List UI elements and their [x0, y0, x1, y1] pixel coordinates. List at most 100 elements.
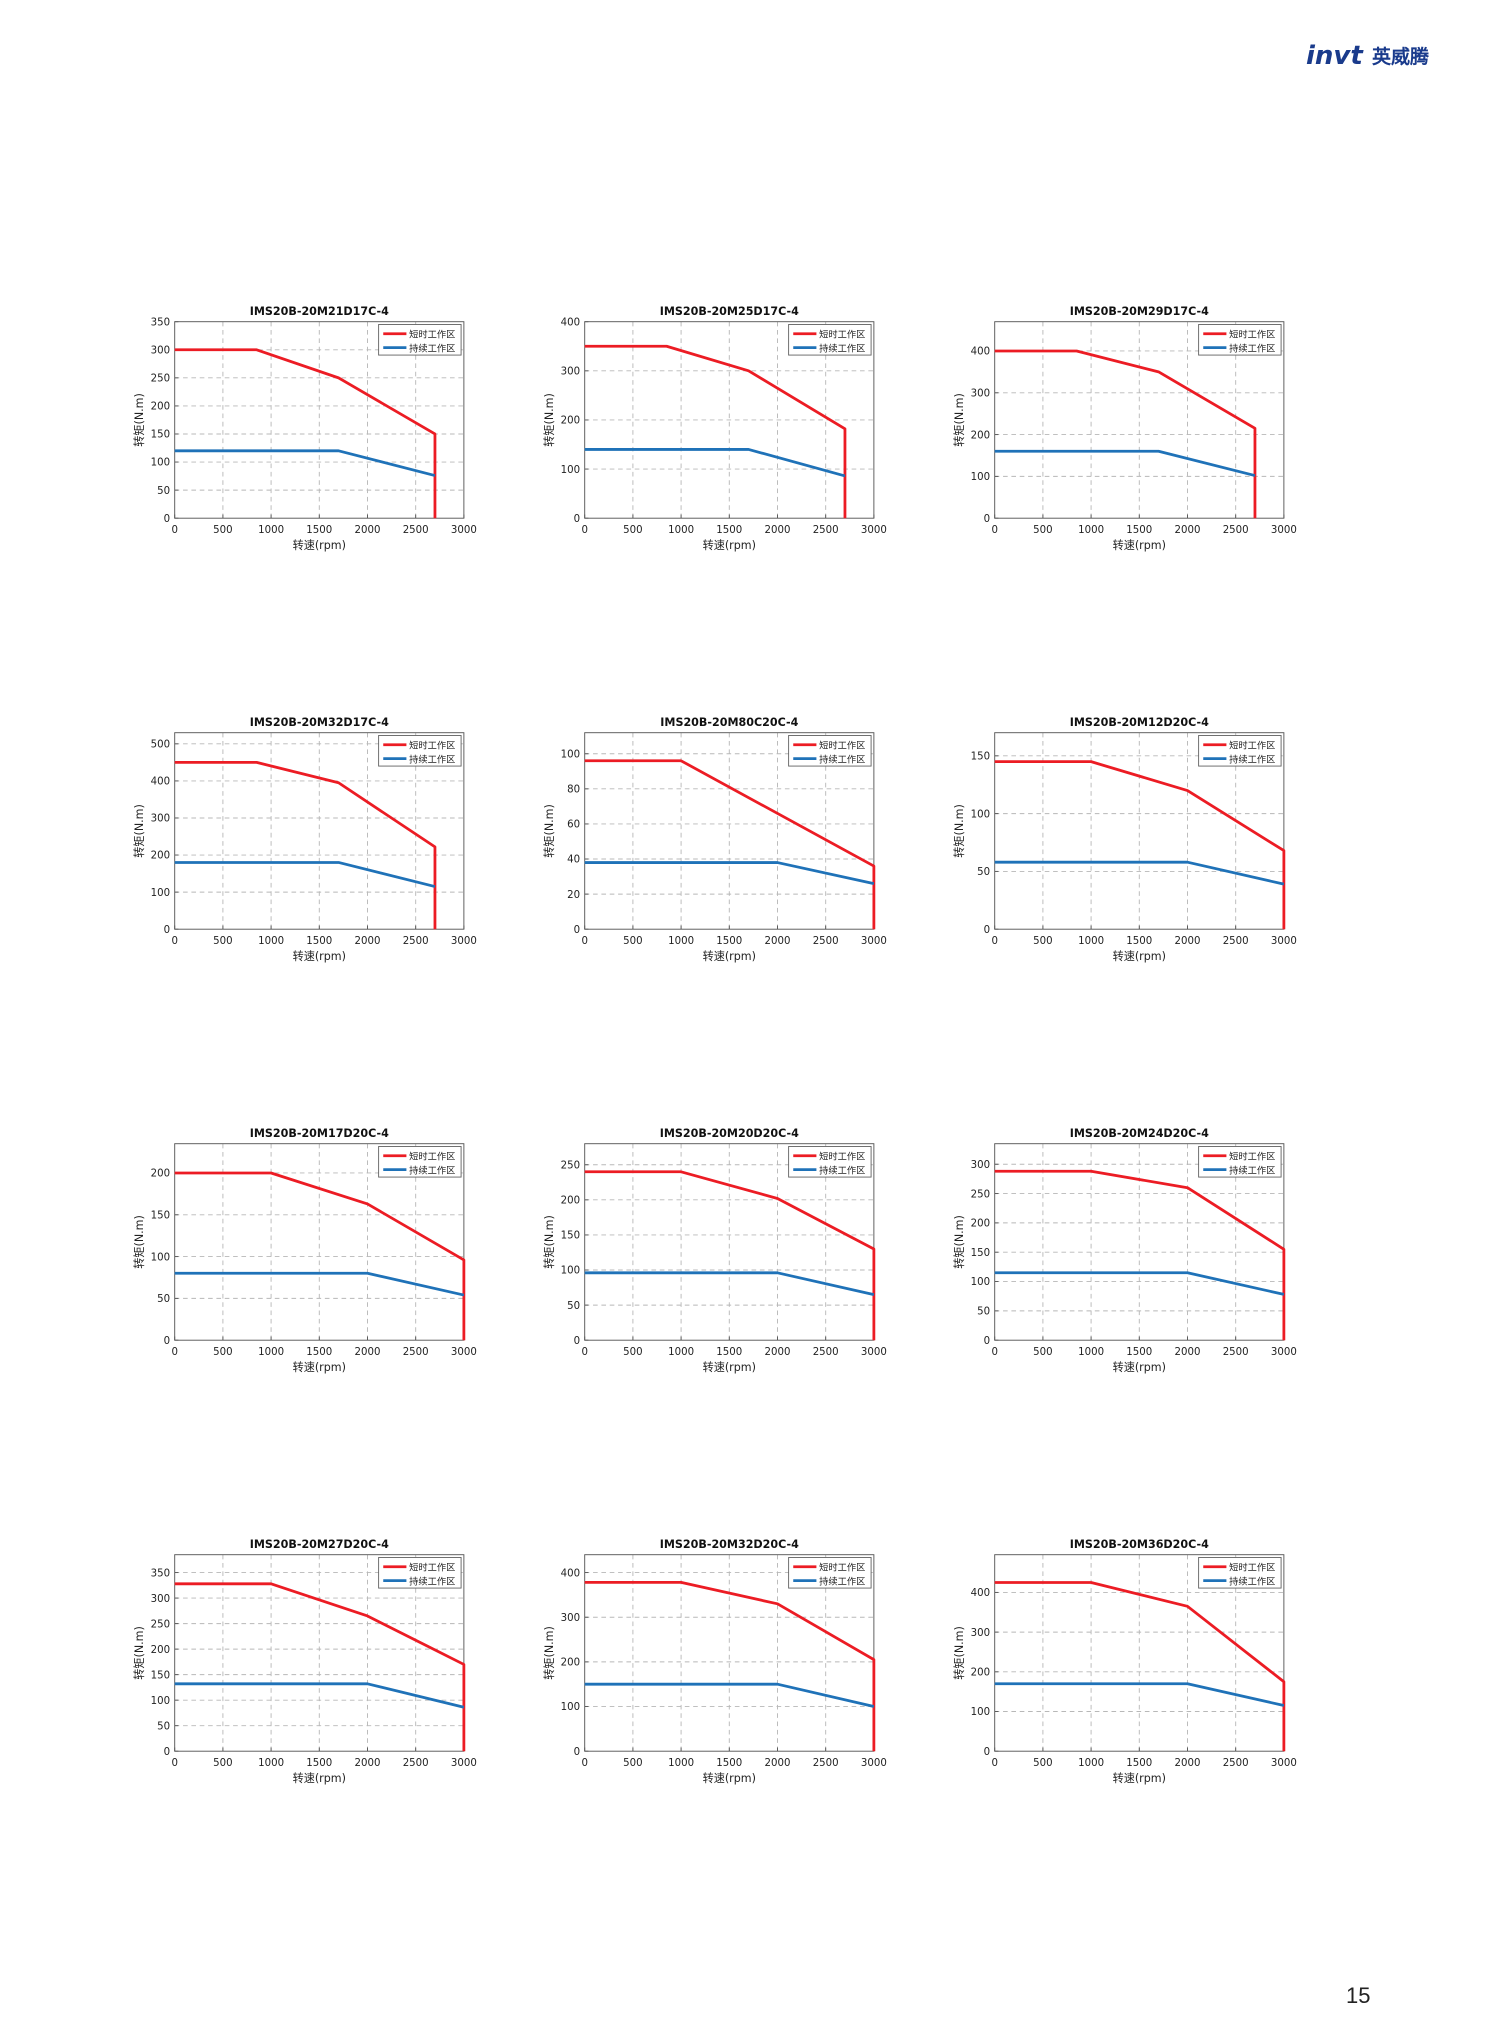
x-tick-label: 1500 — [306, 525, 332, 536]
legend-label: 短时工作区 — [819, 1150, 865, 1162]
x-tick-label: 1500 — [1126, 936, 1152, 947]
x-tick-label: 2000 — [355, 1347, 381, 1358]
y-tick-label: 100 — [971, 809, 990, 820]
x-tick-label: 2000 — [765, 525, 791, 536]
x-tick-label: 1000 — [1078, 936, 1104, 947]
x-axis-label: 转速(rpm) — [293, 1771, 346, 1785]
y-tick-label: 0 — [984, 514, 990, 525]
legend-label: 短时工作区 — [819, 739, 865, 751]
x-tick-label: 2500 — [403, 1758, 429, 1769]
y-tick-label: 300 — [151, 814, 170, 825]
torque-speed-chart: 0 500 1000 1500 2000 2500 3000 0 50 100 150 200 250 3… — [952, 1127, 1297, 1374]
x-tick-label: 1500 — [1126, 1347, 1152, 1358]
x-tick-label: 1000 — [668, 1758, 694, 1769]
y-tick-label: 400 — [151, 777, 170, 788]
y-axis-label: 转矩(N.m) — [132, 1215, 146, 1269]
y-tick-label: 0 — [984, 1336, 990, 1347]
y-tick-label: 100 — [151, 458, 170, 469]
x-tick-label: 1500 — [1126, 1758, 1152, 1769]
x-tick-label: 1000 — [668, 936, 694, 947]
x-tick-label: 1000 — [668, 1347, 694, 1358]
y-tick-label: 0 — [164, 925, 170, 936]
x-tick-label: 3000 — [1271, 936, 1297, 947]
y-tick-label: 150 — [971, 752, 990, 763]
page-number: 15 — [1346, 1983, 1371, 2008]
y-tick-label: 0 — [164, 1336, 170, 1347]
x-tick-label: 2000 — [1175, 525, 1201, 536]
x-axis-label: 转速(rpm) — [293, 538, 346, 552]
x-tick-label: 2000 — [1175, 1758, 1201, 1769]
legend-label: 短时工作区 — [1229, 1150, 1275, 1162]
x-tick-label: 3000 — [451, 1347, 477, 1358]
y-tick-label: 0 — [984, 1747, 990, 1758]
legend-box — [378, 324, 462, 356]
torque-speed-chart: 0 500 1000 1500 2000 2500 3000 0 100 200 300 400 IMS… — [542, 1538, 887, 1785]
y-tick-label: 200 — [561, 416, 580, 427]
y-tick-label: 0 — [574, 514, 580, 525]
x-tick-label: 2000 — [765, 936, 791, 947]
torque-speed-chart: 0 500 1000 1500 2000 2500 3000 0 20 40 60 80 100 IMS2… — [542, 716, 887, 963]
torque-speed-chart: 0 500 1000 1500 2000 2500 3000 0 50 100 150 200 250 3… — [132, 1538, 477, 1785]
y-tick-label: 300 — [971, 388, 990, 399]
x-tick-label: 500 — [1033, 1758, 1052, 1769]
legend-label: 持续工作区 — [409, 342, 455, 354]
x-axis-label: 转速(rpm) — [703, 1360, 756, 1374]
y-tick-label: 300 — [151, 1594, 170, 1605]
y-tick-label: 100 — [561, 749, 580, 760]
x-tick-label: 2500 — [1223, 525, 1249, 536]
x-tick-label: 1000 — [1078, 525, 1104, 536]
legend-label: 短时工作区 — [409, 1150, 455, 1162]
y-tick-label: 100 — [561, 1266, 580, 1277]
legend-label: 持续工作区 — [819, 1575, 865, 1587]
y-tick-label: 50 — [567, 1301, 580, 1312]
series-line-continuous — [994, 860, 1285, 886]
x-tick-label: 2500 — [1223, 1347, 1249, 1358]
series-line-peak — [994, 1169, 1286, 1341]
x-tick-label: 2500 — [1223, 1758, 1249, 1769]
chart-title: IMS20B-20M21D17C-4 — [250, 305, 389, 318]
series-line-continuous — [584, 448, 846, 478]
chart-title: IMS20B-20M25D17C-4 — [660, 305, 799, 318]
y-axis-label: 转矩(N.m) — [542, 1626, 556, 1680]
legend-box — [788, 324, 872, 356]
invt-logo: invt 英威腾 — [1306, 41, 1430, 70]
chart-title: IMS20B-20M12D20C-4 — [1070, 716, 1209, 729]
x-tick-label: 3000 — [861, 525, 887, 536]
torque-speed-chart: 0 500 1000 1500 2000 2500 3000 0 50 100 150 IMS20B-… — [952, 716, 1297, 963]
y-tick-label: 50 — [977, 1307, 990, 1318]
y-tick-label: 200 — [561, 1196, 580, 1207]
x-tick-label: 1500 — [716, 1758, 742, 1769]
series-line-peak — [174, 1582, 466, 1752]
x-tick-label: 0 — [991, 1347, 997, 1358]
y-tick-label: 0 — [574, 1336, 580, 1347]
x-tick-label: 1000 — [1078, 1758, 1104, 1769]
y-axis-label: 转矩(N.m) — [132, 1626, 146, 1680]
y-tick-label: 0 — [164, 514, 170, 525]
x-tick-label: 3000 — [451, 936, 477, 947]
series-line-peak — [584, 1170, 876, 1341]
series-line-continuous — [994, 1271, 1285, 1296]
legend-label: 持续工作区 — [1229, 753, 1275, 765]
chart-title: IMS20B-20M20D20C-4 — [660, 1127, 799, 1140]
x-tick-label: 1500 — [306, 1347, 332, 1358]
x-axis-label: 转速(rpm) — [293, 1360, 346, 1374]
series-line-continuous — [994, 1682, 1285, 1707]
legend-label: 持续工作区 — [409, 1575, 455, 1587]
y-tick-label: 300 — [561, 1613, 580, 1624]
x-tick-label: 0 — [991, 525, 997, 536]
y-tick-label: 250 — [151, 1619, 170, 1630]
series-line-continuous — [994, 449, 1256, 477]
x-tick-label: 0 — [581, 936, 587, 947]
y-tick-label: 80 — [567, 785, 580, 796]
legend-label: 持续工作区 — [819, 753, 865, 765]
x-axis-label: 转速(rpm) — [1113, 1360, 1166, 1374]
y-tick-label: 200 — [151, 1645, 170, 1656]
x-tick-label: 3000 — [451, 525, 477, 536]
legend-box — [1198, 1557, 1282, 1589]
y-tick-label: 150 — [151, 1210, 170, 1221]
legend-label: 持续工作区 — [409, 753, 455, 765]
x-tick-label: 3000 — [1271, 525, 1297, 536]
y-tick-label: 60 — [567, 820, 580, 831]
x-tick-label: 0 — [171, 1347, 177, 1358]
legend-box — [378, 735, 462, 767]
